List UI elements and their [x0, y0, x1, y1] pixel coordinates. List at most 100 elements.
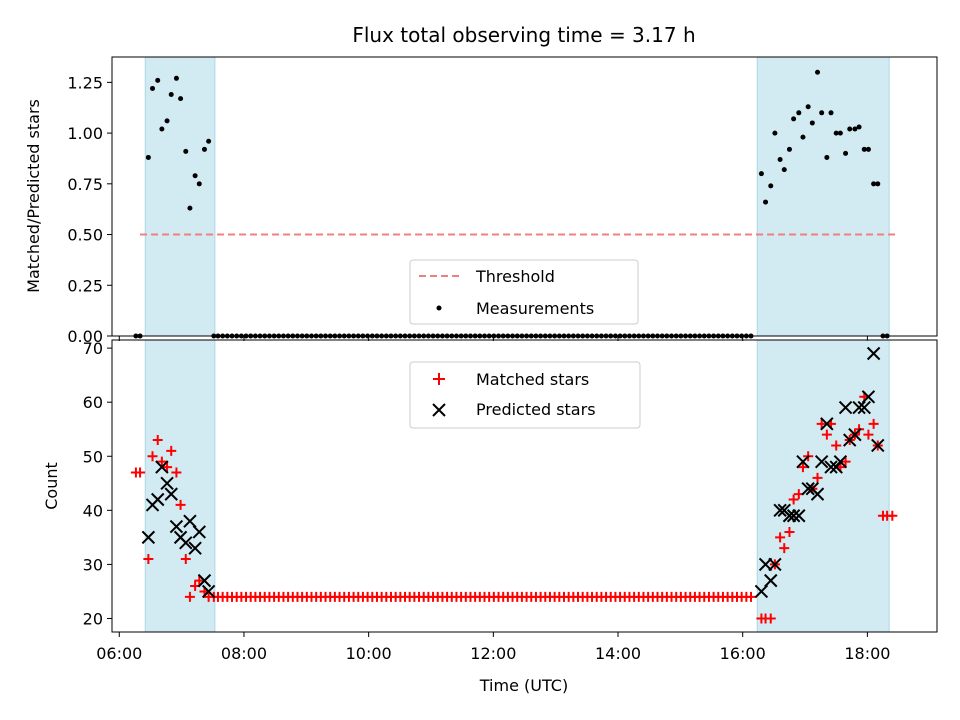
predicted-point: [848, 427, 862, 442]
bottom-shaded-spans: [144, 339, 890, 633]
matched-point: [135, 467, 146, 478]
measurement-point: [856, 124, 862, 130]
legend-threshold-label: Threshold: [475, 267, 555, 286]
predicted-point: [201, 584, 216, 599]
matched-point: [156, 456, 167, 467]
measurement-point: [828, 110, 834, 116]
predicted-point: [141, 530, 156, 545]
measurement-point: [791, 116, 797, 122]
x-tick-label: 08:00: [221, 644, 267, 663]
measurement-point: [819, 110, 825, 116]
matched-point: [868, 418, 879, 429]
y-tick-label: 1.25: [67, 73, 103, 92]
measurement-point: [781, 167, 787, 173]
predicted-point: [857, 400, 871, 415]
measurement-point: [155, 77, 161, 83]
predicted-point: [820, 417, 834, 431]
shaded-span: [756, 56, 890, 337]
predicted-point: [792, 509, 806, 523]
matched-point: [175, 499, 186, 510]
x-tick-label: 18:00: [844, 644, 890, 663]
matched-point: [784, 526, 795, 537]
matched-point: [171, 467, 182, 478]
top-legend: Threshold Measurements: [409, 259, 639, 325]
predicted-point: [838, 400, 853, 415]
measurement-point: [201, 146, 207, 152]
x-tick-label: 12:00: [470, 644, 516, 663]
shaded-span: [756, 339, 890, 633]
predicted-point: [786, 509, 801, 523]
measurement-point: [809, 120, 815, 126]
measurement-point: [800, 134, 806, 140]
matched-point: [765, 613, 776, 624]
bottom-legend: Matched stars Predicted stars: [409, 361, 641, 429]
legend-predicted-label: Predicted stars: [476, 400, 596, 419]
predicted-point: [169, 519, 184, 534]
matched-point: [863, 429, 874, 440]
bottom-y-axis-label: Count: [42, 462, 61, 510]
matched-point: [779, 543, 790, 554]
y-tick-label: 30: [83, 555, 103, 574]
matched-point: [821, 429, 832, 440]
measurement-point: [805, 104, 811, 110]
matched-point: [162, 462, 173, 473]
y-tick-label: 1.00: [67, 124, 103, 143]
measurement-point: [847, 126, 853, 132]
measurement-point: [871, 181, 877, 187]
measurement-point: [173, 75, 179, 81]
legend-matched-swatch: [433, 373, 445, 385]
x-tick-label: 16:00: [720, 644, 766, 663]
matched-point: [184, 591, 195, 602]
measurement-point: [837, 130, 843, 136]
y-tick-label: 0.00: [67, 327, 103, 346]
top-legend-box: [409, 259, 639, 325]
matched-point: [147, 451, 158, 462]
predicted-point: [801, 481, 815, 496]
measurement-point: [815, 69, 821, 75]
measurement-point: [150, 85, 156, 91]
measurement-point: [206, 138, 212, 144]
bottom-y-ticks: 20 30 40 50 60 70: [83, 339, 112, 628]
measurement-point: [164, 118, 170, 124]
predicted-point: [164, 487, 178, 501]
predicted-point: [179, 536, 193, 550]
measurement-point: [833, 130, 839, 136]
matched-point: [887, 510, 898, 521]
predicted-point: [764, 573, 778, 588]
matched-point: [166, 445, 177, 456]
y-tick-label: 0.75: [67, 175, 103, 194]
bottom-plot-frame: [111, 339, 938, 633]
measurement-point: [168, 92, 174, 98]
predicted-point: [814, 454, 829, 469]
predicted-point: [833, 454, 848, 469]
y-tick-label: 20: [83, 609, 103, 628]
measurement-point: [159, 126, 165, 132]
predicted-point: [866, 346, 881, 361]
matched-point: [788, 494, 799, 505]
measurement-point: [192, 173, 198, 179]
predicted-point: [197, 573, 212, 588]
matched-point: [180, 554, 191, 564]
predicted-point: [861, 390, 876, 404]
legend-measurements-label: Measurements: [476, 299, 594, 318]
measurement-point: [796, 110, 802, 116]
measurement-point: [178, 96, 184, 102]
matched-point: [797, 462, 808, 473]
matched-point: [152, 435, 163, 446]
measurement-point: [852, 126, 858, 132]
count-points: [130, 346, 898, 624]
predicted-point: [810, 487, 825, 501]
matched-point: [746, 591, 757, 602]
bottom-x-ticks: 06:00 08:00 10:00 12:00 14:00 16:00 18:00: [96, 632, 890, 663]
predicted-point: [188, 541, 202, 555]
predicted-point: [160, 476, 174, 491]
matched-point: [143, 554, 154, 564]
x-tick-label: 14:00: [595, 644, 641, 663]
x-tick-label: 06:00: [96, 644, 142, 663]
measurement-point: [865, 146, 871, 152]
predicted-point: [768, 557, 782, 572]
y-tick-label: 40: [83, 501, 103, 520]
matched-point: [775, 532, 786, 543]
legend-measurements-swatch: [436, 305, 442, 311]
matched-point: [194, 575, 205, 586]
